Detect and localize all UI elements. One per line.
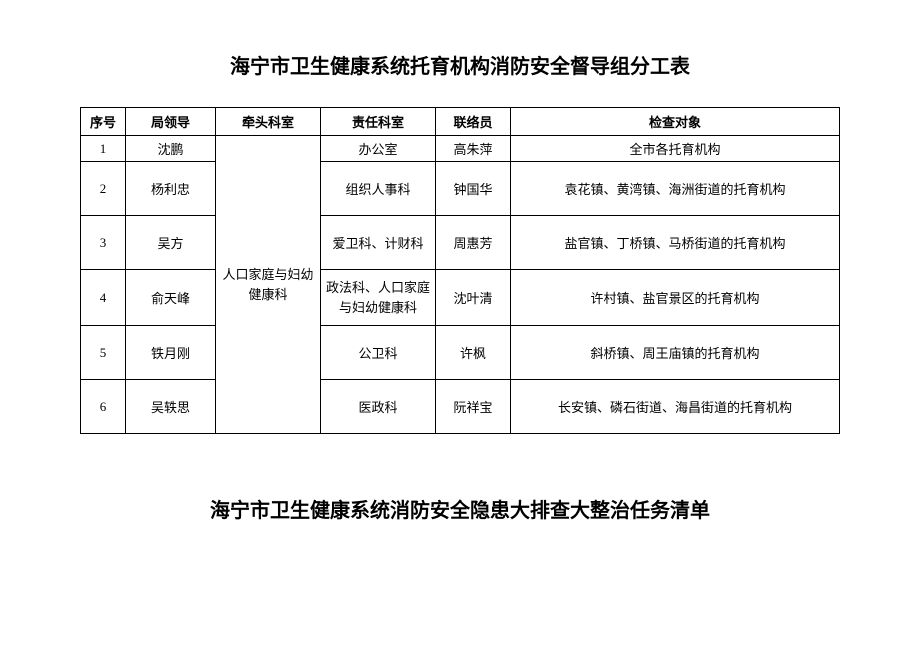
cell-liaison: 许枫 (436, 326, 511, 380)
cell-liaison: 沈叶清 (436, 270, 511, 326)
cell-resp-dept: 办公室 (321, 136, 436, 162)
th-target: 检查对象 (511, 108, 840, 136)
th-lead-dept: 牵头科室 (216, 108, 321, 136)
cell-seq: 1 (81, 136, 126, 162)
cell-liaison: 钟国华 (436, 162, 511, 216)
cell-leader: 俞天峰 (126, 270, 216, 326)
cell-leader: 杨利忠 (126, 162, 216, 216)
cell-lead-dept-merged: 人口家庭与妇幼健康科 (216, 136, 321, 434)
cell-leader: 吴轶思 (126, 380, 216, 434)
page-title: 海宁市卫生健康系统托育机构消防安全督导组分工表 (80, 50, 840, 79)
subtitle: 海宁市卫生健康系统消防安全隐患大排查大整治任务清单 (80, 494, 840, 523)
division-table: 序号 局领导 牵头科室 责任科室 联络员 检查对象 1 沈鹏 人口家庭与妇幼健康… (80, 107, 840, 434)
table-row: 4 俞天峰 政法科、人口家庭与妇幼健康科 沈叶清 许村镇、盐官景区的托育机构 (81, 270, 840, 326)
table-row: 2 杨利忠 组织人事科 钟国华 袁花镇、黄湾镇、海洲街道的托育机构 (81, 162, 840, 216)
th-liaison: 联络员 (436, 108, 511, 136)
th-leader: 局领导 (126, 108, 216, 136)
th-seq: 序号 (81, 108, 126, 136)
cell-seq: 6 (81, 380, 126, 434)
th-resp-dept: 责任科室 (321, 108, 436, 136)
cell-resp-dept: 爱卫科、计财科 (321, 216, 436, 270)
cell-resp-dept: 组织人事科 (321, 162, 436, 216)
cell-resp-dept: 公卫科 (321, 326, 436, 380)
cell-target: 许村镇、盐官景区的托育机构 (511, 270, 840, 326)
table-row: 1 沈鹏 人口家庭与妇幼健康科 办公室 高朱萍 全市各托育机构 (81, 136, 840, 162)
cell-liaison: 周惠芳 (436, 216, 511, 270)
cell-target: 全市各托育机构 (511, 136, 840, 162)
cell-leader: 沈鹏 (126, 136, 216, 162)
cell-target: 盐官镇、丁桥镇、马桥街道的托育机构 (511, 216, 840, 270)
cell-seq: 5 (81, 326, 126, 380)
table-header-row: 序号 局领导 牵头科室 责任科室 联络员 检查对象 (81, 108, 840, 136)
table-row: 6 吴轶思 医政科 阮祥宝 长安镇、磷石街道、海昌街道的托育机构 (81, 380, 840, 434)
table-row: 3 吴方 爱卫科、计财科 周惠芳 盐官镇、丁桥镇、马桥街道的托育机构 (81, 216, 840, 270)
cell-leader: 吴方 (126, 216, 216, 270)
cell-resp-dept: 政法科、人口家庭与妇幼健康科 (321, 270, 436, 326)
cell-leader: 铁月刚 (126, 326, 216, 380)
cell-liaison: 高朱萍 (436, 136, 511, 162)
cell-resp-dept: 医政科 (321, 380, 436, 434)
cell-seq: 2 (81, 162, 126, 216)
cell-target: 斜桥镇、周王庙镇的托育机构 (511, 326, 840, 380)
table-row: 5 铁月刚 公卫科 许枫 斜桥镇、周王庙镇的托育机构 (81, 326, 840, 380)
cell-seq: 3 (81, 216, 126, 270)
cell-target: 长安镇、磷石街道、海昌街道的托育机构 (511, 380, 840, 434)
cell-target: 袁花镇、黄湾镇、海洲街道的托育机构 (511, 162, 840, 216)
cell-liaison: 阮祥宝 (436, 380, 511, 434)
cell-seq: 4 (81, 270, 126, 326)
